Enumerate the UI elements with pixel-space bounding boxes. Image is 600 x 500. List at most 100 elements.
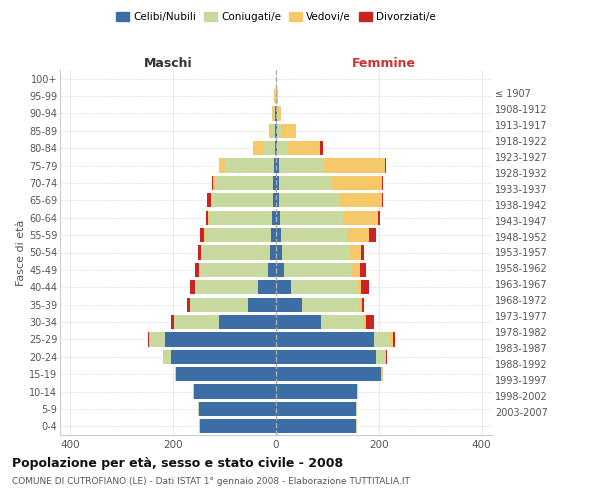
Bar	[176, 367, 276, 382]
Bar	[202, 246, 270, 260]
Bar	[174, 315, 220, 329]
Bar	[350, 246, 361, 260]
Bar	[187, 298, 190, 312]
Bar	[219, 158, 225, 172]
Bar	[208, 210, 209, 225]
Bar	[200, 228, 204, 242]
Bar	[194, 384, 276, 398]
Bar	[201, 246, 202, 260]
Bar	[275, 141, 276, 156]
Bar	[292, 280, 357, 294]
Bar	[357, 280, 361, 294]
Bar	[200, 263, 268, 277]
Bar	[200, 419, 276, 434]
Bar	[276, 332, 374, 346]
Bar	[170, 350, 276, 364]
Bar	[199, 263, 200, 277]
Bar	[272, 210, 276, 225]
Bar	[212, 193, 273, 208]
Bar	[204, 228, 205, 242]
Bar	[382, 367, 383, 382]
Bar	[385, 350, 386, 364]
Bar	[276, 280, 292, 294]
Bar	[276, 193, 279, 208]
Legend: Celibi/Nubili, Coniugati/e, Vedovi/e, Divorziati/e: Celibi/Nubili, Coniugati/e, Vedovi/e, Di…	[112, 8, 440, 26]
Bar	[282, 246, 350, 260]
Bar	[376, 350, 385, 364]
Bar	[343, 210, 378, 225]
Bar	[280, 210, 343, 225]
Bar	[272, 106, 274, 120]
Bar	[277, 106, 278, 120]
Bar	[193, 384, 194, 398]
Bar	[276, 124, 277, 138]
Bar	[248, 298, 276, 312]
Bar	[270, 246, 276, 260]
Bar	[302, 298, 359, 312]
Bar	[275, 124, 276, 138]
Text: Popolazione per età, sesso e stato civile - 2008: Popolazione per età, sesso e stato civil…	[12, 458, 343, 470]
Bar	[368, 228, 376, 242]
Bar	[195, 280, 258, 294]
Bar	[277, 124, 281, 138]
Bar	[164, 350, 170, 364]
Bar	[276, 176, 279, 190]
Bar	[209, 210, 272, 225]
Bar	[263, 141, 275, 156]
Bar	[272, 124, 275, 138]
Bar	[148, 332, 149, 346]
Bar	[279, 176, 332, 190]
Bar	[332, 176, 382, 190]
Bar	[276, 384, 357, 398]
Bar	[276, 367, 382, 382]
Bar	[150, 332, 166, 346]
Bar	[199, 419, 200, 434]
Bar	[281, 228, 347, 242]
Bar	[276, 315, 321, 329]
Bar	[374, 332, 390, 346]
Bar	[320, 141, 323, 156]
Bar	[206, 193, 211, 208]
Bar	[277, 89, 278, 103]
Bar	[278, 158, 324, 172]
Bar	[390, 332, 393, 346]
Bar	[276, 419, 356, 434]
Bar	[212, 176, 213, 190]
Bar	[276, 228, 281, 242]
Bar	[195, 263, 199, 277]
Bar	[206, 210, 208, 225]
Bar	[276, 402, 356, 416]
Bar	[205, 228, 271, 242]
Bar	[378, 210, 380, 225]
Bar	[217, 176, 273, 190]
Bar	[356, 402, 357, 416]
Bar	[258, 280, 276, 294]
Bar	[190, 298, 248, 312]
Bar	[276, 263, 284, 277]
Bar	[268, 263, 276, 277]
Bar	[340, 193, 382, 208]
Bar	[360, 263, 366, 277]
Bar	[274, 158, 276, 172]
Bar	[366, 315, 374, 329]
Bar	[175, 367, 176, 382]
Bar	[364, 315, 366, 329]
Bar	[382, 193, 383, 208]
Text: Femmine: Femmine	[352, 57, 416, 70]
Bar	[356, 419, 357, 434]
Bar	[269, 124, 272, 138]
Bar	[347, 228, 368, 242]
Bar	[324, 158, 385, 172]
Bar	[213, 176, 217, 190]
Bar	[275, 89, 276, 103]
Bar	[361, 246, 364, 260]
Bar	[276, 210, 280, 225]
Bar	[276, 158, 278, 172]
Bar	[276, 246, 282, 260]
Bar	[279, 193, 340, 208]
Bar	[385, 158, 386, 172]
Bar	[276, 141, 277, 156]
Bar	[171, 315, 173, 329]
Bar	[149, 332, 150, 346]
Bar	[276, 350, 376, 364]
